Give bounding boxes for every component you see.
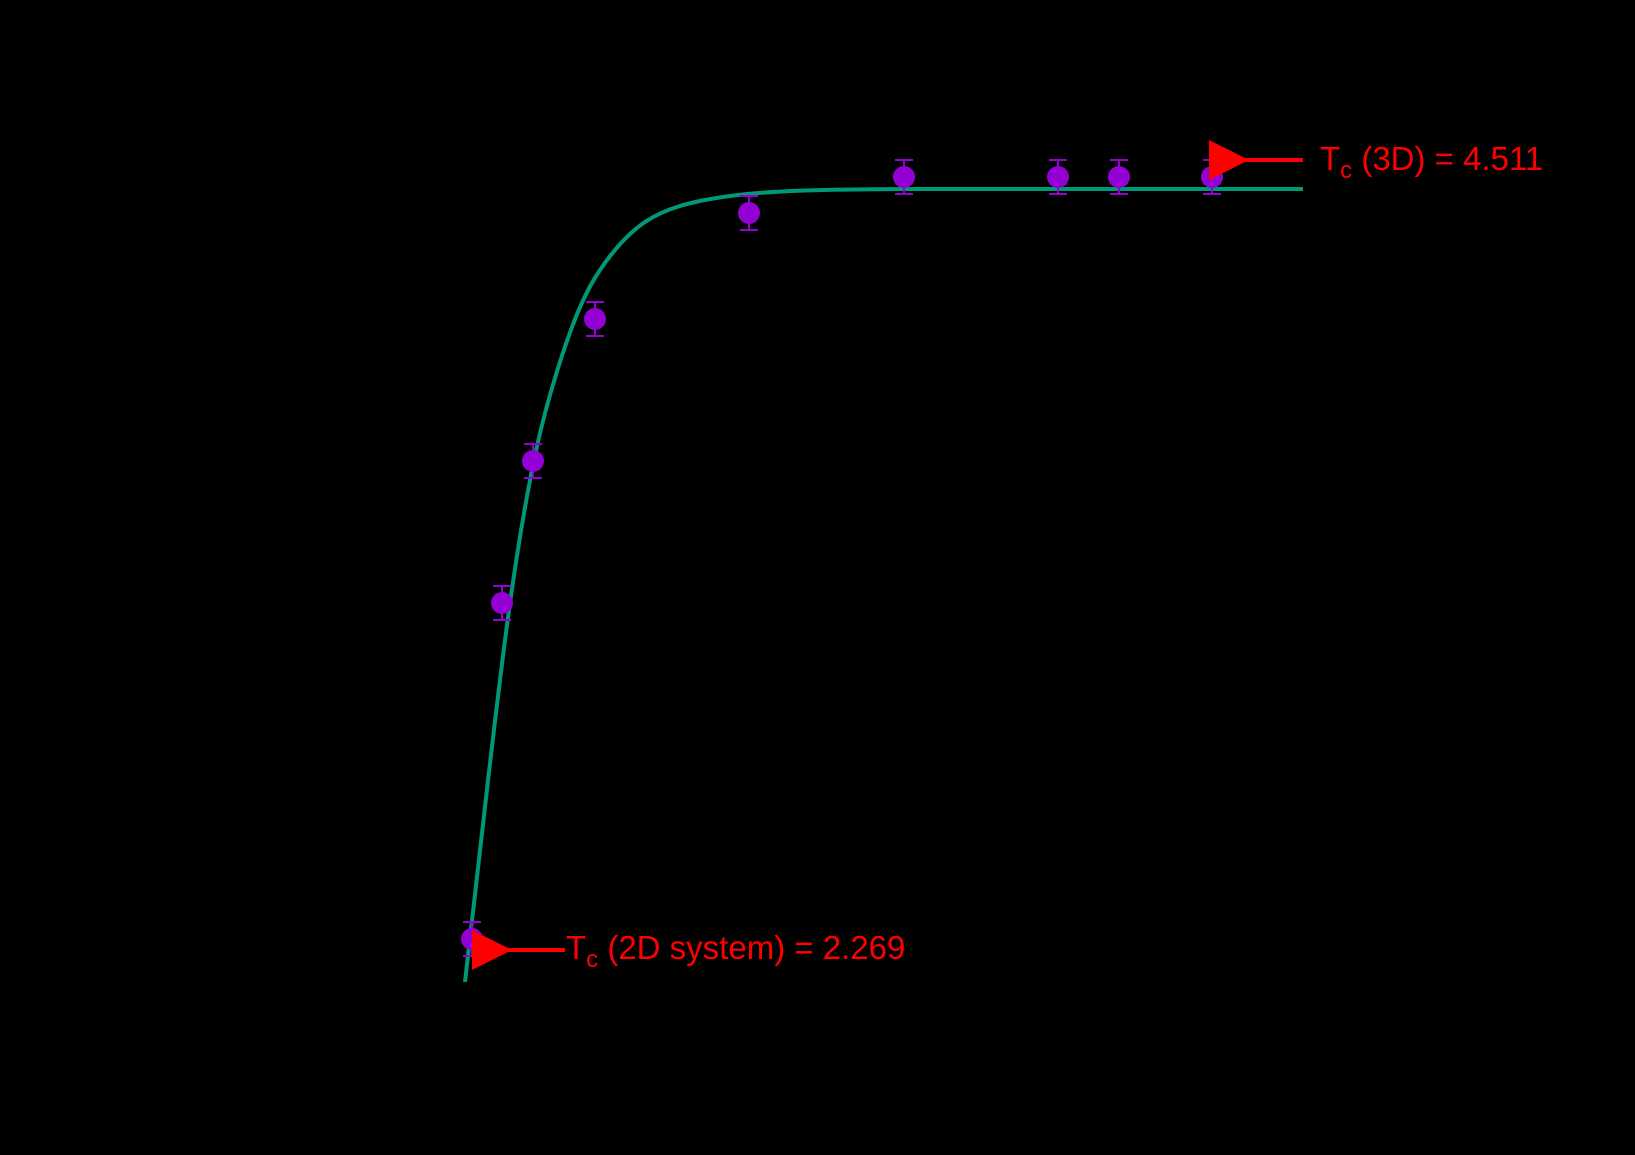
- annotation-subscript: c: [586, 946, 599, 973]
- annotation-symbol: T: [1320, 140, 1341, 177]
- annotation-symbol: T: [566, 929, 587, 966]
- data-point: [1047, 159, 1069, 195]
- annotation-text: (3D) = 4.511: [1352, 140, 1544, 177]
- annotation-subscript: c: [1340, 157, 1353, 184]
- data-point: [738, 195, 760, 231]
- data-point: [522, 443, 544, 479]
- data-points: [461, 159, 1223, 957]
- annotation-text: (2D system) = 2.269: [598, 929, 906, 966]
- data-point: [584, 301, 606, 337]
- data-point: [1108, 159, 1130, 195]
- annotation-tc-2d: Tc (2D system) = 2.269: [566, 931, 905, 972]
- data-point: [491, 585, 513, 621]
- fit-curve: [463, 186, 1303, 983]
- data-point: [461, 921, 483, 957]
- data-point: [893, 159, 915, 195]
- annotation-tc-3d: Tc (3D) = 4.511: [1320, 142, 1543, 183]
